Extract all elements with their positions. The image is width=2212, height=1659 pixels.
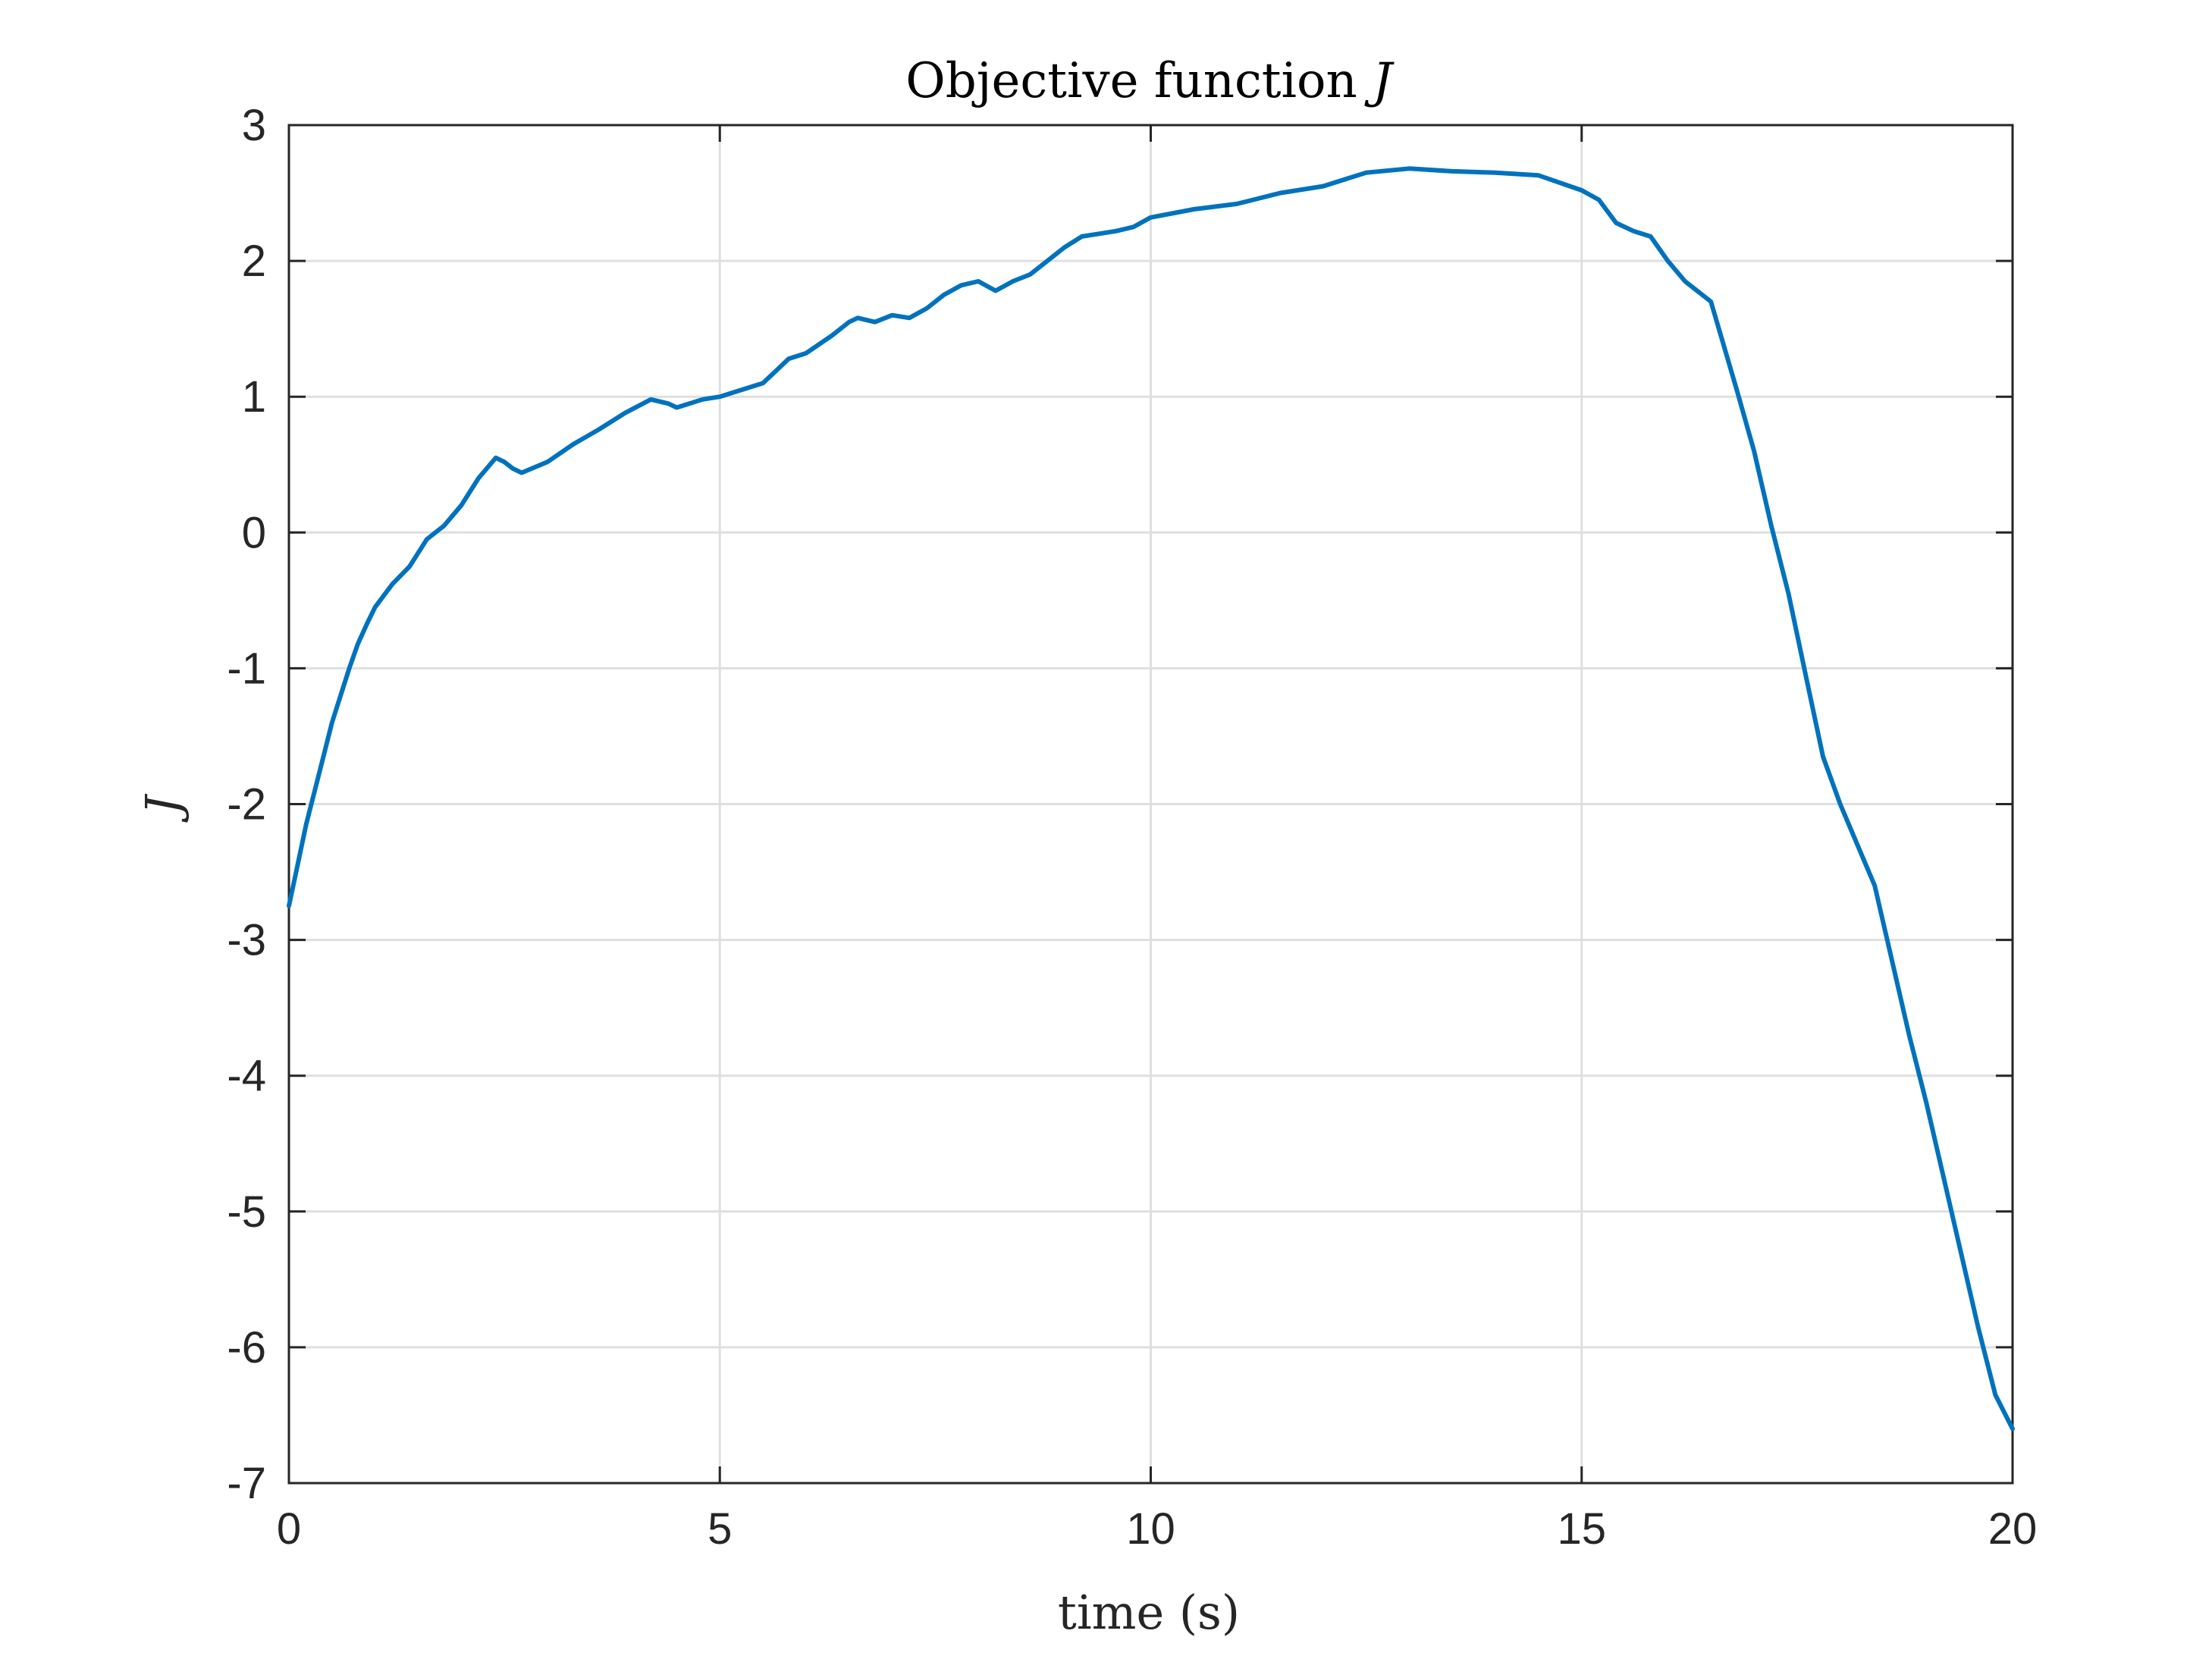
- y-tick-label-0: -7: [227, 1459, 266, 1508]
- y-tick-label-4: -3: [227, 916, 266, 965]
- x-tick-label-2: 10: [1126, 1504, 1175, 1554]
- series-group: [287, 166, 2015, 1432]
- y-tick-label-1: -6: [227, 1323, 266, 1372]
- y-axis-label: J: [135, 793, 190, 823]
- axis-ticks: 0 5 10 15 20 -7 -6 -5 -4 -3 -2 -1 0 1 2 3: [227, 101, 2037, 1554]
- x-tick-label-0: 0: [277, 1504, 301, 1554]
- y-tick-label-7: 0: [242, 508, 266, 557]
- chart-title-symbol: J: [1364, 53, 1395, 109]
- y-tick-label-5: -2: [227, 780, 266, 830]
- y-tick-label-9: 2: [242, 237, 266, 286]
- y-tick-label-2: -5: [227, 1187, 266, 1237]
- y-tick-label-3: -4: [227, 1052, 266, 1101]
- x-tick-label-1: 5: [708, 1504, 732, 1554]
- grid-lines: [287, 124, 2014, 1485]
- x-tick-label-3: 15: [1557, 1504, 1606, 1554]
- series-line-0: [287, 166, 2015, 1432]
- x-axis-label: time (s): [1058, 1585, 1240, 1640]
- y-tick-label-10: 3: [242, 101, 266, 150]
- chart-title: Objective function J: [905, 53, 1395, 109]
- y-tick-label-6: -1: [227, 644, 266, 693]
- x-tick-label-4: 20: [1988, 1504, 2038, 1554]
- y-tick-label-8: 1: [242, 372, 266, 422]
